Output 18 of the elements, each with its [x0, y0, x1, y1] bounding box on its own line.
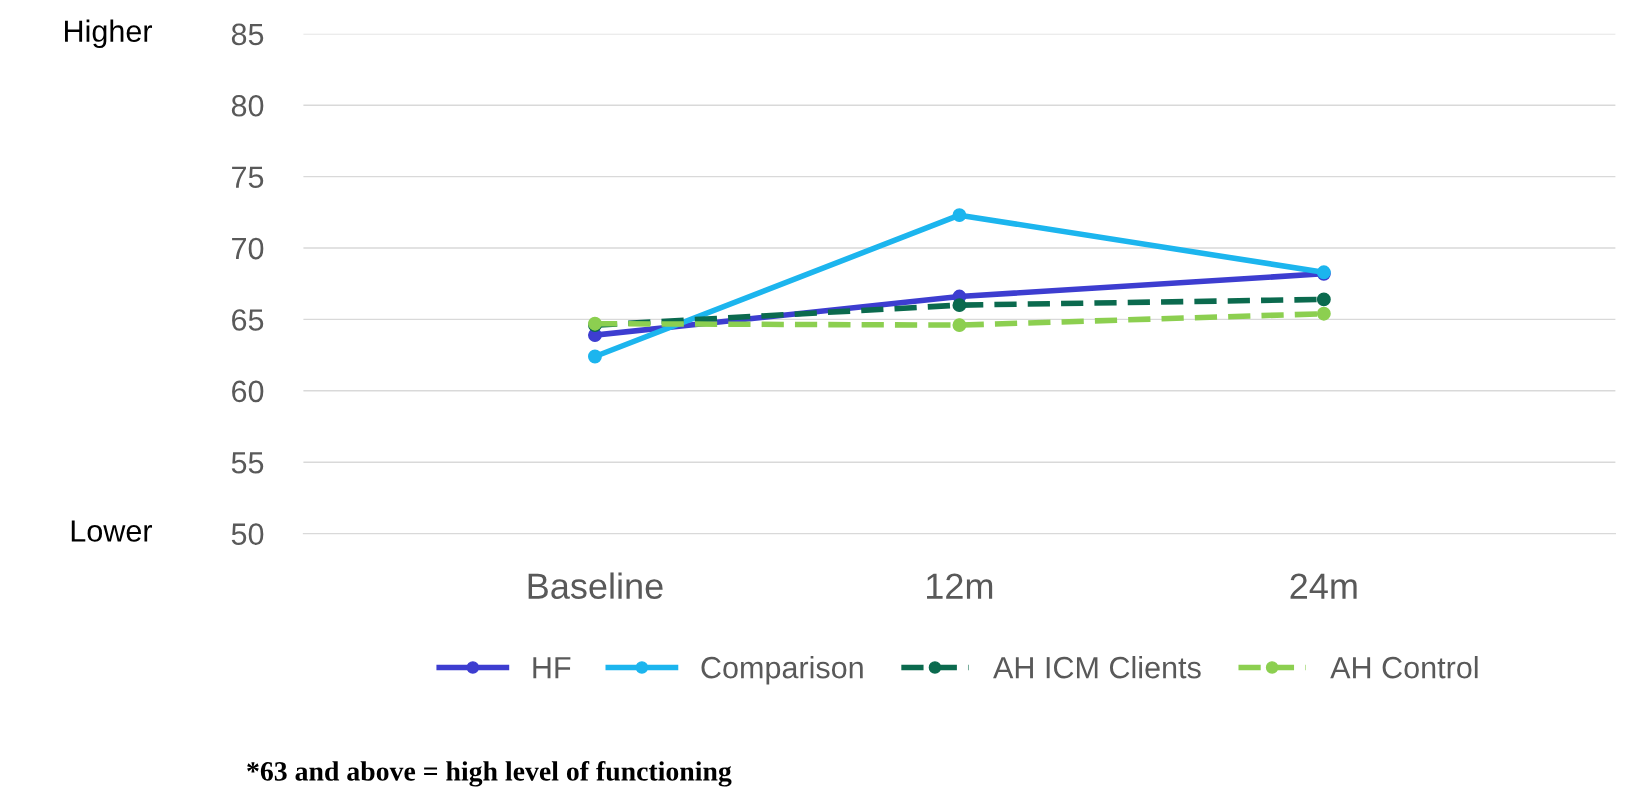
y-tick-label: 80 — [231, 94, 264, 117]
x-tick-label: Baseline — [528, 572, 663, 599]
text: *63 and above = high level of functioning — [247, 760, 732, 787]
legend-label: AH ICM Clients — [993, 656, 1201, 679]
y-tick-label: 55 — [231, 452, 264, 474]
y-tick-label: 75 — [232, 166, 264, 188]
y-tick-label: 60 — [232, 380, 264, 403]
y-tick-label: 85 — [231, 23, 264, 46]
text: Lower — [71, 520, 153, 542]
x-tick-label: 24m — [1290, 573, 1357, 599]
legend-label: Comparison — [701, 656, 863, 685]
y-tick-label: 70 — [232, 237, 264, 260]
y-tick-label: 65 — [232, 309, 264, 331]
x-tick-label: 12m — [927, 573, 993, 599]
legend-label: AH Control — [1330, 656, 1478, 679]
text: Higher — [65, 19, 153, 49]
legend-label: HF — [533, 657, 571, 679]
y-tick-label: 50 — [231, 523, 264, 545]
